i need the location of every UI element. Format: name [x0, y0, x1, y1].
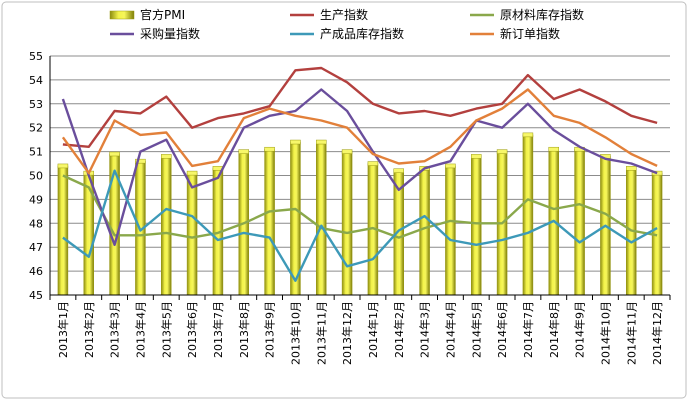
bar-pmi — [419, 168, 430, 296]
x-tick-label: 2013年10月 — [288, 301, 302, 365]
x-tick-label: 2014年5月 — [469, 301, 483, 358]
bar-pmi — [186, 172, 198, 296]
x-tick-label: 2013年3月 — [108, 301, 122, 358]
legend-label: 新订单指数 — [500, 26, 560, 41]
axes: 45 46 47 48 49 50 51 52 53 54 55 2013年1月 2013年2月 2013… — [29, 50, 671, 365]
bar-pmi-cap — [496, 149, 508, 154]
x-tick-label: 2013年11月 — [314, 301, 328, 365]
x-tick-label: 2013年6月 — [185, 301, 199, 358]
y-tick-label: 46 — [29, 265, 43, 278]
bar-pmi — [109, 153, 120, 296]
x-tick-label: 2013年1月 — [56, 301, 70, 358]
bar-pmi-cap — [264, 146, 275, 152]
bar-pmi — [316, 141, 327, 296]
legend-label: 采购量指数 — [140, 26, 200, 41]
bar-pmi-cap — [471, 154, 482, 159]
bar-pmi-cap — [316, 139, 327, 145]
bar-pmi — [522, 134, 534, 296]
bar-pmi — [161, 156, 172, 296]
bar-pmi-cap — [367, 161, 379, 166]
bar-pmi-cap — [186, 170, 198, 176]
legend-swatch-bar — [109, 10, 135, 20]
x-tick-label: 2014年1月 — [366, 301, 380, 358]
x-tick-label: 2014年6月 — [495, 301, 509, 358]
line-series — [61, 66, 658, 282]
y-tick-label: 45 — [29, 289, 43, 302]
y-tick-label: 54 — [29, 74, 43, 87]
y-tick-label: 53 — [29, 98, 43, 111]
y-tick-label: 52 — [29, 122, 43, 135]
bar-pmi-cap — [393, 168, 404, 173]
bar-pmi-cap — [522, 132, 534, 138]
x-tick-label: 2014年3月 — [418, 301, 432, 358]
line-series-5 — [61, 88, 658, 175]
x-tick-label: 2013年9月 — [263, 301, 277, 358]
bar-pmi-cap — [290, 139, 301, 145]
y-tick-label: 49 — [29, 193, 43, 206]
bar-pmi-cap — [135, 158, 146, 164]
line-series-1 — [62, 66, 658, 149]
x-tick-label: 2013年7月 — [211, 301, 225, 358]
y-tick-label: 50 — [29, 170, 43, 183]
y-tick-label: 55 — [29, 50, 43, 63]
bar-pmi-cap — [445, 163, 456, 169]
x-tick-label: 2014年8月 — [547, 301, 561, 358]
x-tick-label: 2014年9月 — [573, 301, 587, 358]
bar-pmi-cap — [57, 163, 69, 169]
legend-label: 官方PMI — [140, 7, 185, 22]
legend-label: 产成品库存指数 — [320, 26, 404, 41]
x-tick-label: 2014年7月 — [521, 301, 535, 358]
x-tick-label: 2013年12月 — [340, 301, 354, 365]
bar-pmi — [341, 151, 353, 296]
legend-label: 原材料库存指数 — [500, 7, 584, 22]
x-tick-label: 2014年10月 — [598, 301, 612, 365]
line-series-3 — [61, 88, 658, 247]
bar-pmi — [57, 165, 69, 296]
y-tick-label: 47 — [29, 241, 43, 254]
bar-pmi — [574, 148, 585, 296]
legend-label: 生产指数 — [320, 7, 368, 22]
x-tick-label: 2013年8月 — [237, 301, 251, 358]
y-tick-label: 51 — [29, 146, 43, 159]
bar-pmi-cap — [109, 151, 120, 157]
bar-pmi-cap — [161, 154, 172, 159]
x-tick-label: 2013年4月 — [133, 301, 147, 358]
bar-pmi — [445, 165, 456, 296]
x-tick-label: 2014年4月 — [443, 301, 457, 358]
x-tick-label: 2014年12月 — [650, 301, 664, 365]
line-series-2 — [62, 174, 658, 239]
bar-pmi-cap — [238, 149, 249, 154]
bar-pmi-cap — [548, 146, 559, 152]
x-tick-label: 2013年2月 — [82, 301, 96, 358]
bar-pmi — [264, 148, 275, 296]
bar-pmi-cap — [341, 149, 353, 154]
line-series-4 — [62, 169, 658, 282]
x-tick-label: 2014年2月 — [392, 301, 406, 358]
bar-pmi-cap — [626, 166, 637, 171]
y-tick-label: 48 — [29, 217, 43, 230]
x-tick-label: 2013年5月 — [159, 301, 173, 358]
bar-pmi — [471, 156, 482, 296]
x-tick-label: 2014年11月 — [624, 301, 638, 365]
